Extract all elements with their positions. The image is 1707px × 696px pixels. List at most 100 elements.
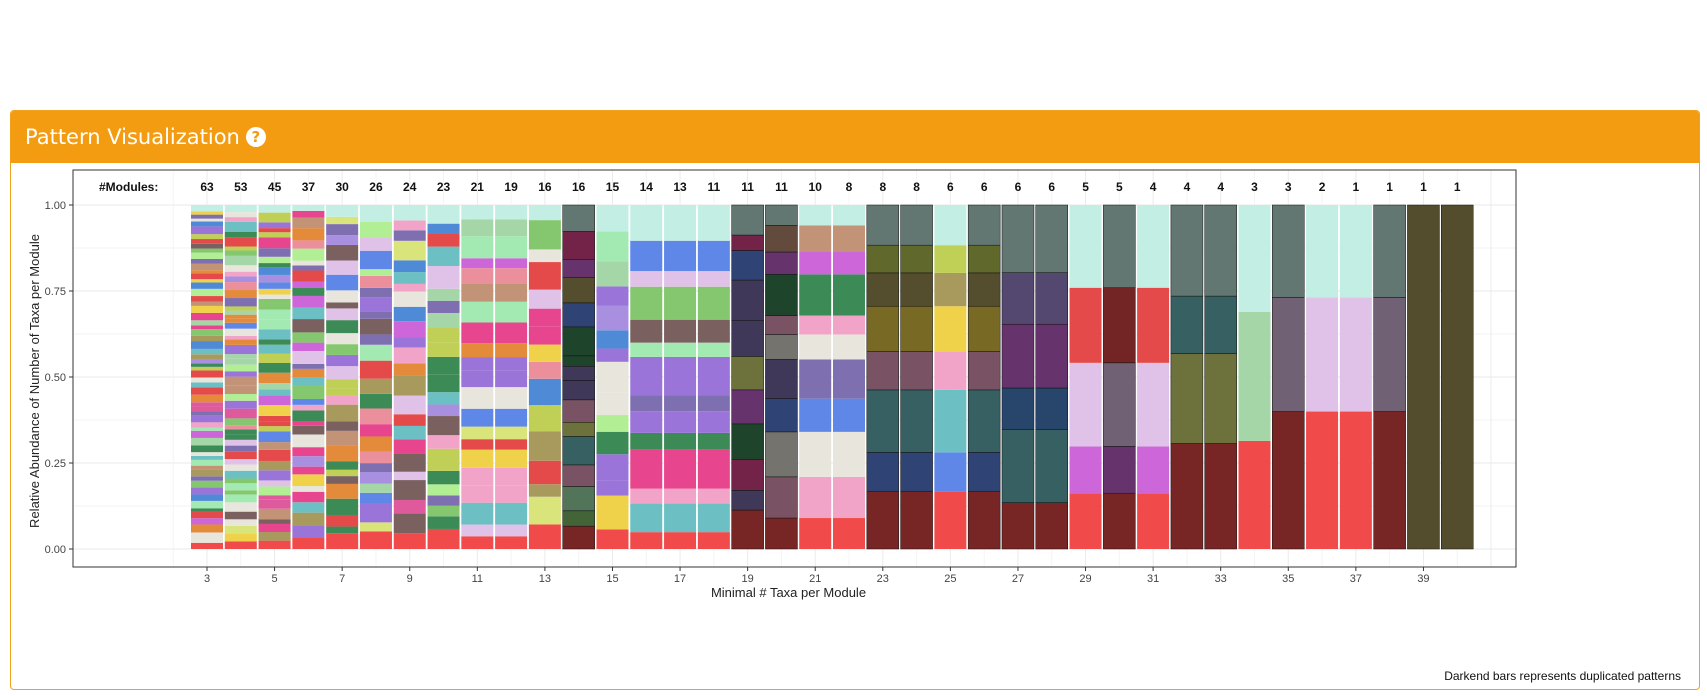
module-count-label: 1 [1353, 180, 1360, 194]
bar-segment [1306, 411, 1339, 549]
bar-segment [292, 404, 325, 411]
x-tick-label: 23 [877, 573, 889, 585]
module-count-label: 13 [673, 180, 687, 194]
bar-segment [258, 480, 291, 487]
bar-segment [1137, 205, 1170, 288]
bar-14 [562, 204, 595, 550]
bar-segment [697, 205, 730, 241]
bar-segment [258, 532, 291, 541]
bar-segment [461, 370, 494, 388]
bar-segment [765, 274, 798, 316]
bar-segment [562, 422, 595, 437]
bar-segment [1137, 362, 1170, 447]
module-count-label: 3 [1285, 180, 1292, 194]
bar-segment [191, 282, 223, 289]
bar-segment [258, 309, 291, 320]
bar-segment [1137, 446, 1170, 494]
x-tick-label: 19 [742, 573, 754, 585]
bar-segment [495, 343, 528, 358]
bar-segment [765, 398, 798, 433]
bar-5 [258, 205, 291, 549]
bar-7 [326, 205, 359, 549]
bar-segment [427, 448, 460, 471]
bar-segment [697, 342, 730, 357]
bar-segment [630, 342, 663, 357]
bar-segment [359, 503, 392, 523]
bar-segment [495, 467, 528, 486]
panel-title: Pattern Visualization [25, 125, 240, 149]
bar-segment [1001, 429, 1035, 503]
bar-segment [224, 519, 257, 526]
bar-segment [1373, 411, 1406, 550]
module-count-label: 1 [1420, 180, 1427, 194]
bar-segment [799, 225, 832, 253]
bar-segment [731, 250, 764, 281]
bar-segment [191, 248, 223, 253]
bar-segment [461, 236, 494, 259]
bar-segment [258, 486, 291, 496]
bar-segment [1272, 204, 1305, 298]
bar-segment [292, 332, 325, 343]
bar-segment [528, 378, 561, 406]
bar-segment [258, 319, 291, 330]
bar-segment [664, 286, 697, 320]
bar-segment [1170, 443, 1204, 550]
bar-segment [191, 382, 223, 388]
bar-segment [630, 395, 663, 412]
bar-segment [359, 205, 392, 222]
bar-segment [934, 306, 967, 352]
bar-segment [866, 204, 900, 246]
bar-segment [292, 217, 325, 229]
x-tick-label: 33 [1215, 573, 1227, 585]
bar-15 [596, 205, 629, 549]
bar-segment [900, 244, 933, 274]
bar-segment [326, 235, 359, 245]
bar-segment [1103, 492, 1136, 550]
bar-segment [224, 310, 257, 315]
bar-segment [258, 228, 291, 233]
bar-segment [258, 303, 291, 310]
bar-segment [630, 205, 663, 241]
bar-segment [495, 301, 528, 323]
module-count-label: 11 [775, 180, 788, 194]
bar-segment [224, 354, 257, 359]
bar-20 [765, 204, 798, 550]
module-count-label: 21 [471, 180, 485, 194]
bar-segment [359, 221, 392, 239]
bar-segment [191, 511, 223, 519]
bar-segment [359, 287, 392, 298]
bar-segment [799, 205, 832, 226]
x-tick-label: 21 [809, 573, 821, 585]
module-count-label: 37 [302, 180, 316, 194]
bar-segment [292, 474, 325, 487]
bar-segment [427, 327, 460, 343]
bar-segment [495, 283, 528, 302]
bar-segment [359, 451, 392, 464]
bar-segment [461, 387, 494, 409]
bar-segment [359, 334, 392, 345]
bar-segment [630, 432, 663, 450]
bar-segment [191, 273, 223, 280]
bar-segment [326, 216, 359, 225]
bar-segment [191, 341, 223, 349]
module-count-label: 10 [809, 180, 823, 194]
bar-segment [258, 540, 291, 549]
module-count-label: 2 [1319, 180, 1326, 194]
bar-segment [461, 301, 494, 323]
bar-segment [326, 430, 359, 446]
bar-segment [528, 289, 561, 309]
bar-segment [393, 306, 426, 322]
bar-segment [1339, 411, 1372, 549]
bar-21 [799, 205, 832, 549]
bar-29 [1069, 205, 1102, 549]
question-circle-icon[interactable]: ? [245, 127, 266, 147]
module-count-label: 4 [1150, 180, 1157, 194]
bar-segment [1407, 204, 1440, 550]
bar-segment [495, 449, 528, 468]
bar-segment [258, 329, 291, 340]
x-tick-label: 29 [1079, 573, 1091, 585]
module-count-label: 16 [538, 180, 552, 194]
bar-segment [1339, 297, 1372, 412]
bar-segment [191, 437, 223, 446]
bar-segment [393, 230, 426, 241]
